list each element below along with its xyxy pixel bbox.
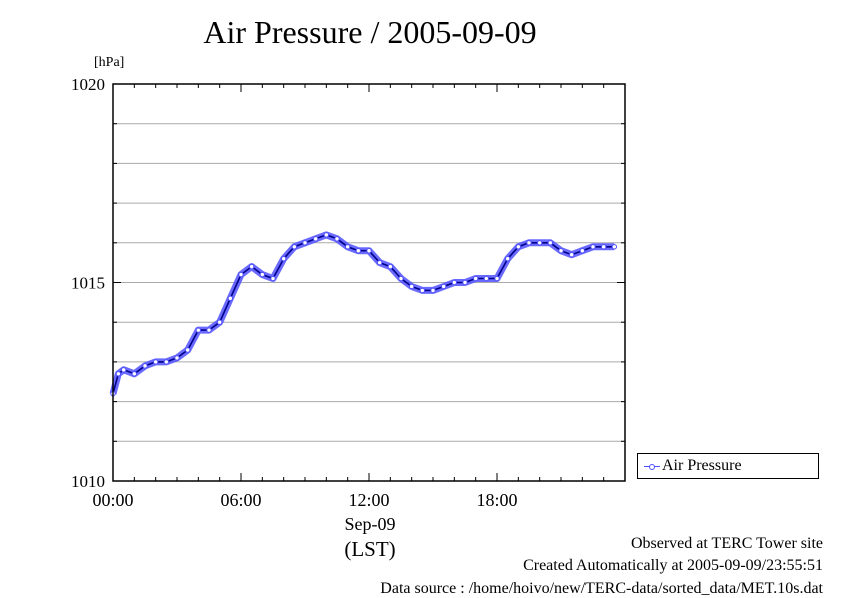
data-point <box>462 279 468 286</box>
data-point <box>280 255 287 262</box>
data-point <box>451 279 458 286</box>
data-point <box>366 248 372 254</box>
data-point <box>142 363 148 369</box>
x-tick-label: 00:00 <box>92 490 133 510</box>
data-point <box>494 275 500 282</box>
x-timezone-label: (LST) <box>344 537 396 561</box>
data-point <box>440 283 447 290</box>
tick-label-layer: 1010 1015 1020 00:00 06:00 12:00 18:00 <box>71 75 518 510</box>
series-layer <box>109 231 618 397</box>
data-point <box>568 252 575 258</box>
data-point <box>600 244 607 250</box>
data-point <box>430 287 436 294</box>
footer-observed: Observed at TERC Tower site <box>630 535 823 552</box>
data-point <box>291 244 298 250</box>
data-point <box>323 232 330 238</box>
data-point <box>227 295 234 302</box>
legend: Air Pressure <box>637 453 819 479</box>
data-point <box>195 327 202 333</box>
data-point <box>419 287 426 294</box>
data-point <box>515 244 522 250</box>
data-point <box>355 248 362 254</box>
data-point <box>536 240 543 246</box>
y-unit-label: [hPa] <box>94 55 125 70</box>
data-point <box>504 255 511 262</box>
y-tick-label: 1010 <box>71 472 105 491</box>
x-tick-label: 12:00 <box>348 490 389 510</box>
data-point <box>483 275 490 282</box>
data-point <box>174 355 180 361</box>
data-point <box>579 248 586 254</box>
data-point <box>312 236 319 242</box>
data-point <box>120 367 127 373</box>
data-point <box>472 275 479 282</box>
footer-created: Created Automatically at 2005-09-09/23:5… <box>523 557 823 574</box>
axis-layer <box>112 83 626 482</box>
data-point <box>547 240 554 246</box>
data-point <box>238 271 244 278</box>
data-point <box>387 263 394 270</box>
grid-layer <box>113 123 625 442</box>
chart-title: Air Pressure / 2005-09-09 <box>203 14 537 50</box>
data-point <box>216 319 223 325</box>
data-point <box>184 347 191 353</box>
data-point <box>152 359 159 365</box>
data-point <box>590 244 596 250</box>
data-point <box>270 275 276 282</box>
data-point <box>611 244 618 250</box>
data-point <box>248 263 255 270</box>
footer-source: Data source : /home/hoivo/new/TERC-data/… <box>380 580 823 597</box>
series-line-band <box>109 231 615 395</box>
x-date-label: Sep-09 <box>344 514 396 534</box>
data-point <box>115 371 122 377</box>
data-point <box>398 275 404 282</box>
x-tick-label: 18:00 <box>476 490 517 510</box>
data-point <box>131 371 138 377</box>
data-point <box>302 240 308 246</box>
y-tick-label: 1020 <box>71 75 105 94</box>
data-point <box>526 240 532 246</box>
series-line <box>112 234 615 394</box>
data-point <box>376 259 383 266</box>
data-point <box>344 244 351 250</box>
y-tick-label: 1015 <box>71 274 105 293</box>
data-point <box>163 359 170 365</box>
data-point <box>334 236 340 242</box>
data-point <box>408 283 415 290</box>
data-point <box>259 271 266 278</box>
data-point <box>558 248 564 254</box>
legend-swatch-icon <box>644 464 660 470</box>
x-tick-label: 06:00 <box>220 490 261 510</box>
legend-label: Air Pressure <box>662 457 742 474</box>
data-point <box>206 327 212 333</box>
